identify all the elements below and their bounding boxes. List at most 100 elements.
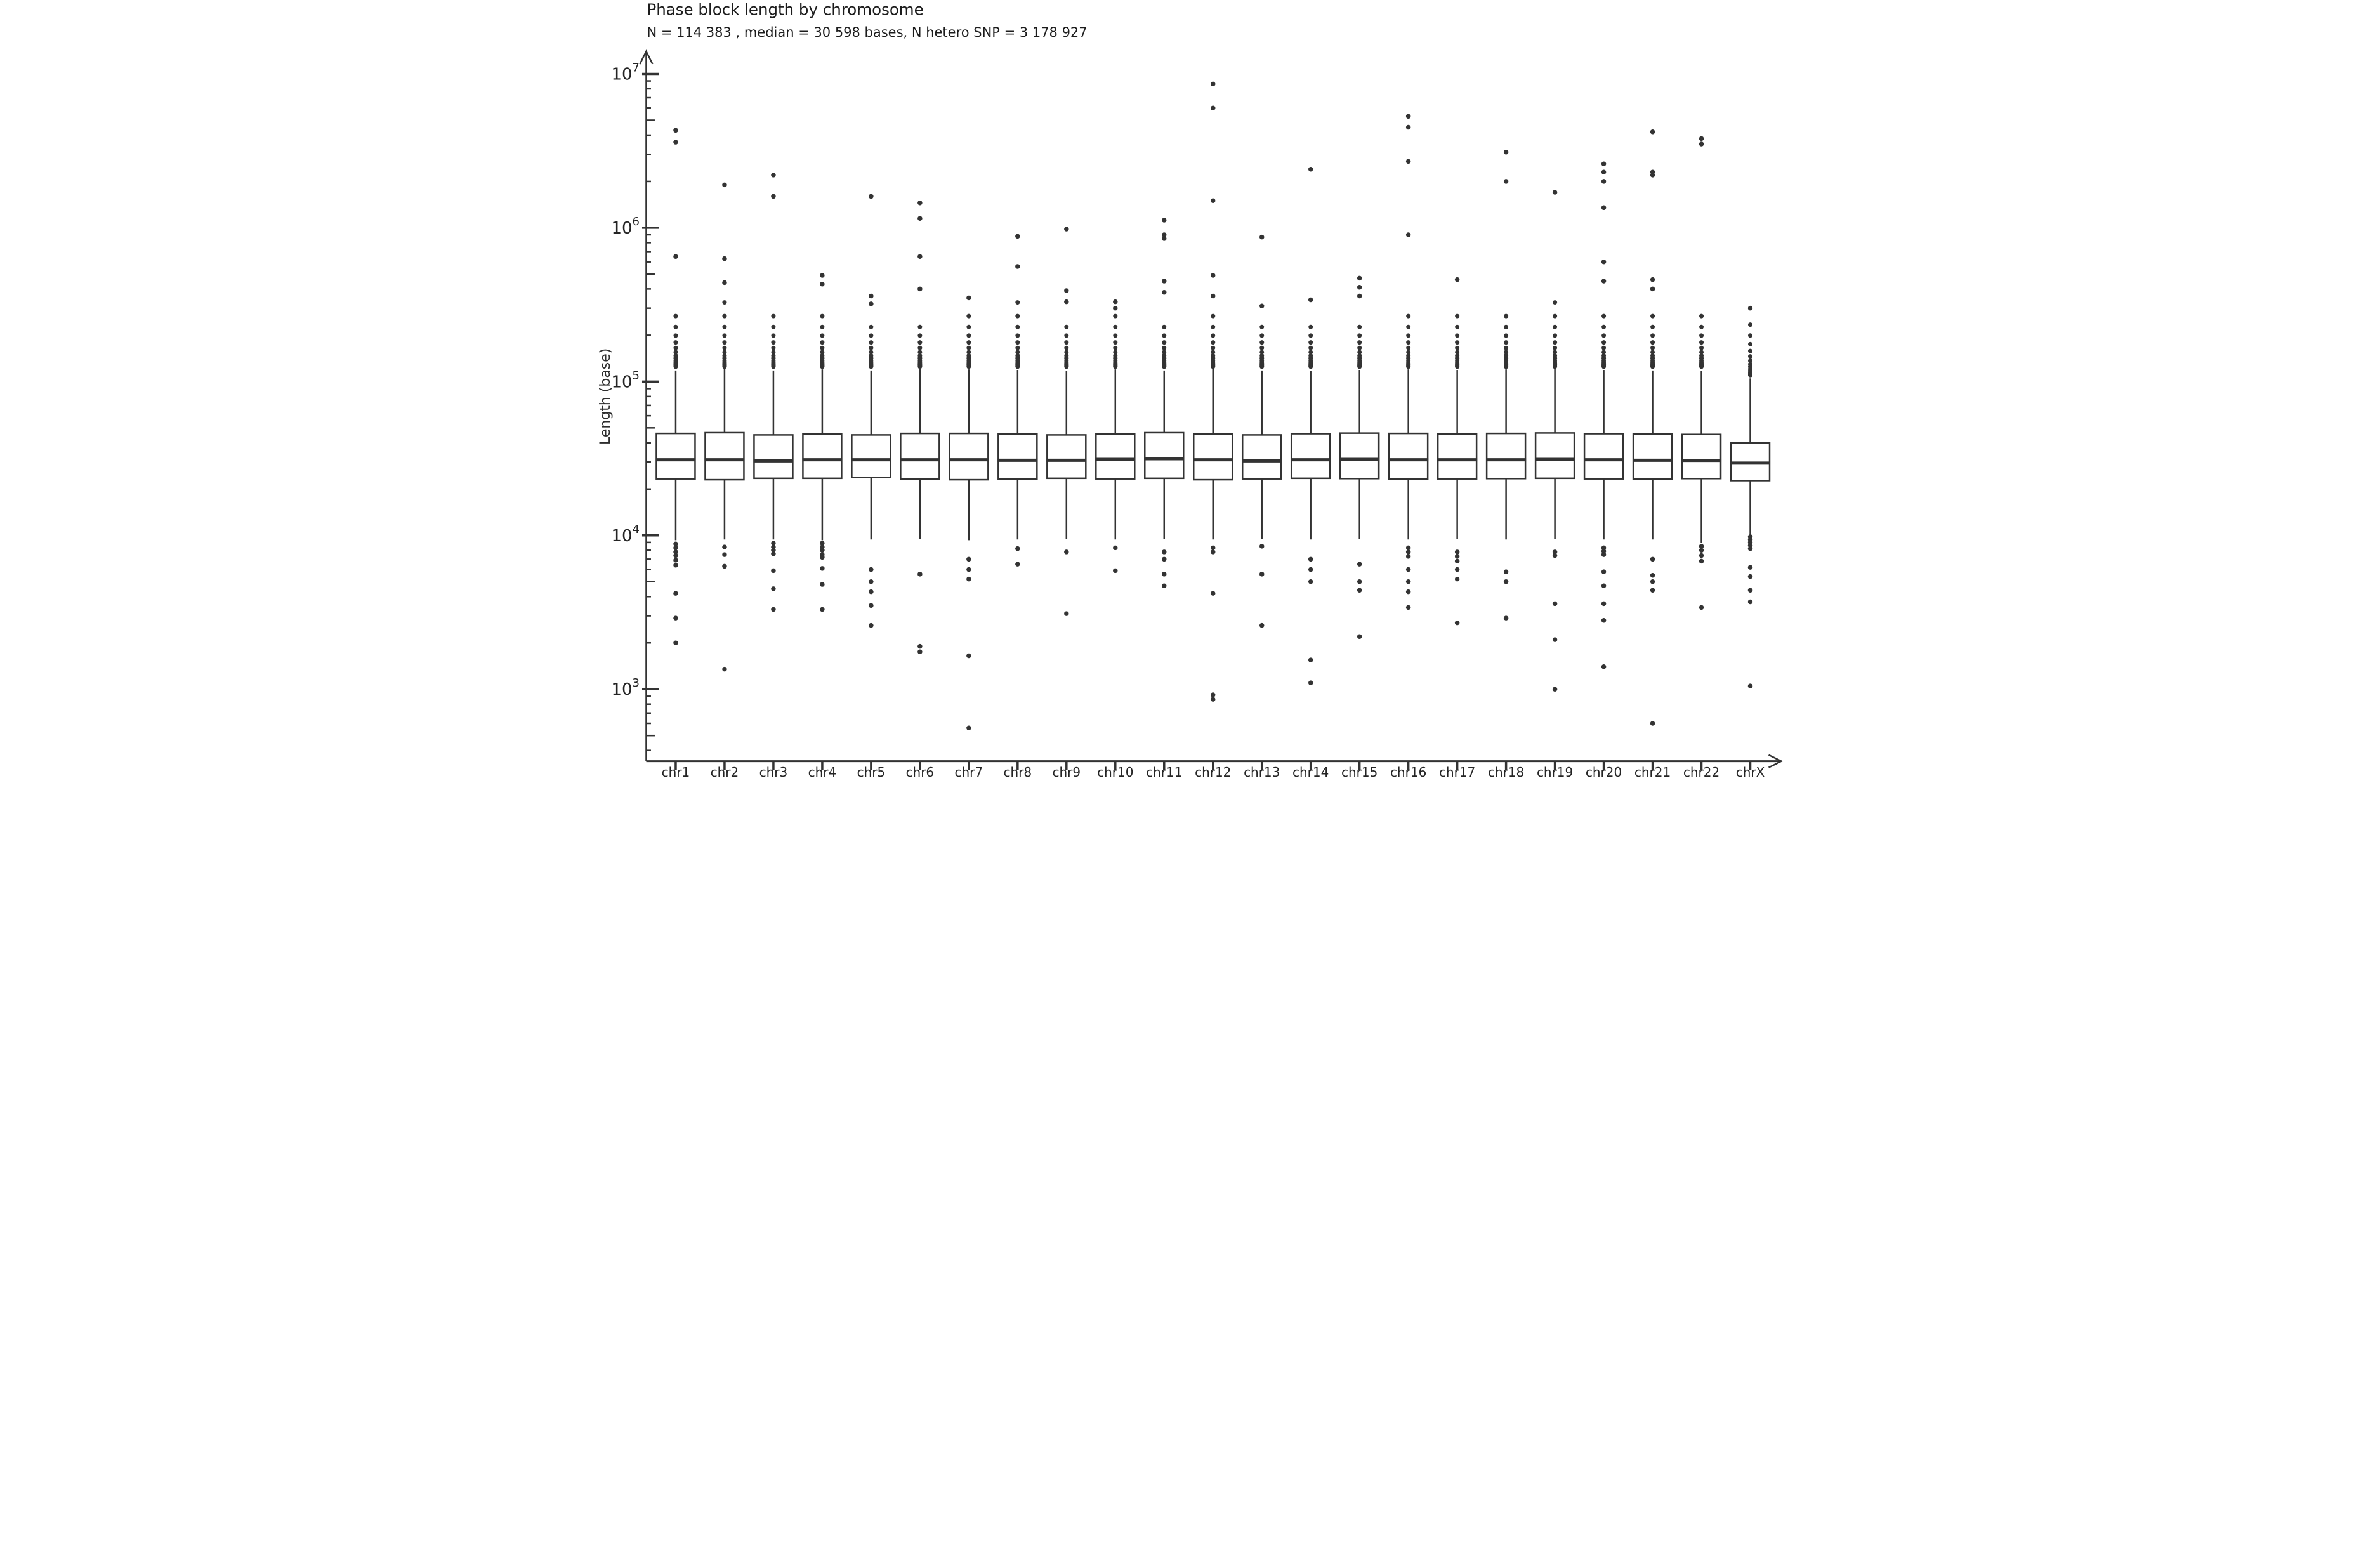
outlier-dot: [1162, 236, 1167, 241]
iqr-box: [900, 432, 940, 480]
x-tick-label: chr20: [1586, 765, 1622, 779]
outlier-dot: [1064, 333, 1069, 338]
y-tick-label: 103: [611, 676, 640, 699]
x-tick-label: chr10: [1097, 765, 1133, 779]
outlier-dot: [869, 567, 874, 572]
outlier-dot: [1162, 218, 1167, 223]
plot-area: chr1 chr2 chr3 chr4 chr5 chr6 chr7 chr8 chr9 chr1…: [655, 81, 1771, 779]
outlier-dot: [1113, 324, 1118, 329]
outlier-dot: [722, 313, 727, 319]
outlier-dot: [869, 603, 874, 608]
outlier-dot: [820, 313, 825, 319]
outlier-dot: [1405, 232, 1411, 237]
outlier-dot: [1699, 553, 1704, 558]
y-axis-arrow-icon: [639, 49, 654, 65]
outlier-dot: [673, 333, 678, 338]
outlier-dot: [1162, 340, 1167, 345]
outlier-dot: [1308, 345, 1313, 350]
outlier-dot: [1699, 558, 1704, 564]
outlier-dot: [869, 579, 874, 584]
outlier-dot: [771, 568, 776, 574]
outlier-dot: [722, 563, 727, 569]
outlier-dot: [1259, 234, 1265, 240]
outlier-dot: [673, 553, 678, 558]
x-tick-label: chr6: [906, 765, 935, 779]
figure-container: Phase block length by chromosome N = 114…: [595, 0, 1785, 780]
outlier-dot: [1259, 622, 1265, 628]
outlier-dot: [1601, 350, 1607, 355]
box-group-chr13: chr13: [1241, 234, 1282, 779]
outlier-dot: [673, 324, 678, 329]
outlier-dot: [820, 548, 825, 553]
outlier-dot: [1553, 313, 1558, 319]
outlier-dot: [673, 615, 678, 621]
x-tick-label: chr3: [759, 765, 788, 779]
outlier-dot: [1064, 227, 1069, 232]
outlier-dot: [1210, 293, 1216, 299]
outlier-dot: [869, 324, 874, 329]
outlier-dot: [771, 313, 776, 319]
outlier-dot: [1699, 340, 1704, 345]
outlier-dot: [917, 286, 923, 292]
outlier-dot: [1454, 549, 1460, 555]
iqr-box: [802, 433, 843, 480]
outlier-dot: [771, 607, 776, 612]
outlier-dot: [1113, 545, 1118, 551]
iqr-box: [704, 431, 745, 481]
outlier-dot: [1405, 549, 1411, 555]
outlier-dot: [1259, 345, 1265, 350]
outlier-dot: [820, 607, 825, 612]
outlier-dot: [1308, 680, 1313, 685]
outlier-dot: [1601, 161, 1607, 167]
iqr-box: [1290, 433, 1331, 480]
outlier-dot: [771, 340, 776, 345]
outlier-dot: [1211, 353, 1216, 358]
outlier-dot: [771, 353, 776, 358]
outlier-dot: [1405, 589, 1411, 595]
y-tick-label: 106: [611, 215, 640, 238]
outlier-dot: [722, 324, 727, 329]
outlier-dot: [1650, 286, 1655, 292]
outlier-dot: [1650, 277, 1655, 282]
y-tick-label: 104: [611, 523, 640, 546]
outlier-dot: [1162, 345, 1167, 350]
box-group-chr10: chr10: [1095, 299, 1136, 779]
box-group-chrX: chrX: [1730, 305, 1771, 779]
iqr-box: [1485, 432, 1527, 480]
box-group-chr18: chr18: [1485, 150, 1527, 779]
outlier-dot: [722, 256, 727, 261]
outlier-dot: [1162, 279, 1167, 284]
outlier-dot: [1650, 324, 1655, 329]
outlier-dot: [820, 582, 825, 587]
x-tick-label: chr5: [857, 765, 886, 779]
x-tick-label: chr2: [711, 765, 739, 779]
outlier-dot: [1747, 599, 1753, 605]
iqr-box: [1192, 433, 1233, 481]
y-tick-exponent: 6: [633, 215, 640, 228]
outlier-dot: [1748, 333, 1753, 338]
outlier-dot: [1650, 173, 1655, 178]
outlier-dot: [1259, 324, 1265, 329]
outlier-dot: [673, 128, 678, 133]
outlier-dot: [673, 313, 678, 319]
x-axis-arrow-icon: [1768, 754, 1784, 768]
outlier-dot: [820, 324, 825, 329]
outlier-dot: [1503, 150, 1509, 155]
box-group-chr20: chr20: [1583, 161, 1624, 779]
outlier-dot: [1552, 601, 1558, 607]
iqr-box: [1437, 433, 1478, 480]
outlier-dot: [673, 140, 678, 145]
outlier-dot: [966, 340, 971, 345]
outlier-dot: [1699, 313, 1704, 319]
outlier-dot: [1015, 340, 1020, 345]
outlier-dot: [966, 324, 971, 329]
outlier-dot: [1650, 353, 1655, 358]
outlier-dot: [1162, 350, 1167, 355]
outlier-dot: [1113, 568, 1118, 574]
box-group-chr15: chr15: [1339, 275, 1380, 779]
outlier-dot: [673, 563, 678, 568]
outlier-dot: [1552, 549, 1558, 555]
outlier-dot: [1699, 324, 1704, 329]
outlier-dot: [1015, 353, 1020, 358]
outlier-dot: [966, 653, 971, 659]
